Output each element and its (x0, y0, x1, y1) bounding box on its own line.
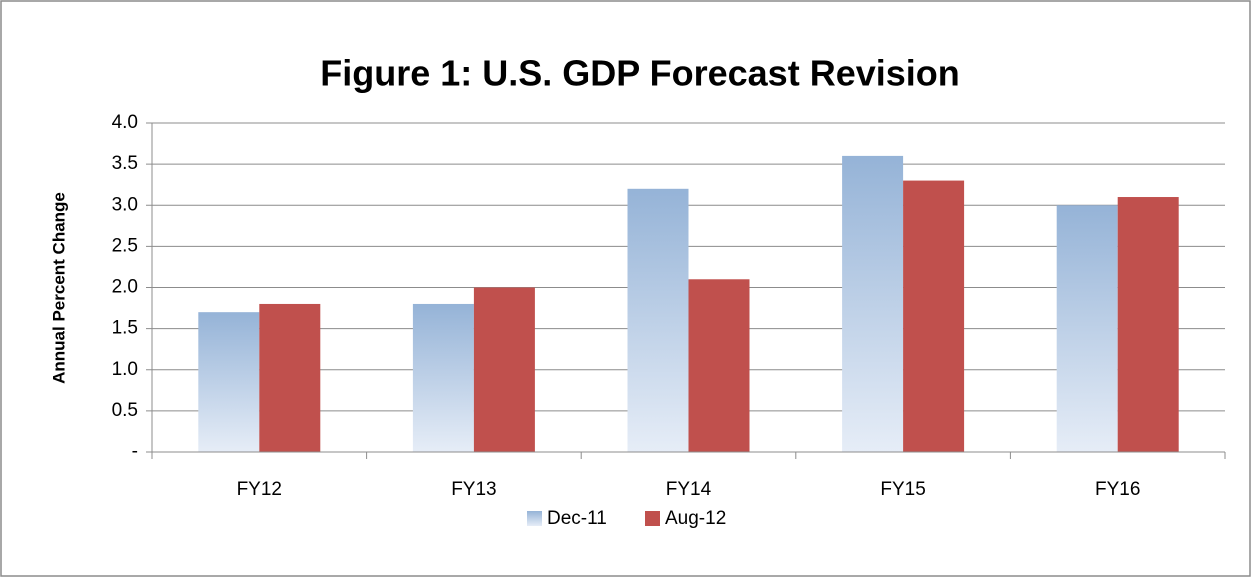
y-axis-label: Annual Percent Change (49, 192, 68, 384)
x-tick-label: FY16 (1095, 479, 1140, 500)
y-tick-label: 2.5 (112, 235, 138, 256)
bar (198, 312, 260, 452)
y-tick-label: 3.0 (112, 194, 138, 215)
bar (1117, 197, 1179, 452)
legend-label: Dec-11 (547, 508, 607, 529)
x-tick-label: FY12 (237, 479, 282, 500)
bar (1056, 205, 1118, 452)
x-tick-label: FY14 (666, 479, 712, 500)
y-tick-label: 4.0 (112, 112, 138, 133)
chart-title: Figure 1: U.S. GDP Forecast Revision (320, 53, 960, 94)
legend-label: Aug-12 (665, 508, 726, 529)
x-tick-label: FY13 (451, 479, 496, 500)
bar (473, 287, 535, 452)
y-tick-label: 0.5 (112, 400, 138, 421)
bar (412, 303, 474, 452)
x-tick-label: FY15 (880, 479, 925, 500)
bar (903, 180, 965, 452)
y-tick-label: 1.5 (112, 318, 138, 339)
bar (627, 188, 689, 453)
legend-swatch (527, 511, 542, 526)
y-tick-label: 3.5 (112, 153, 138, 174)
legend-swatch (645, 511, 660, 526)
bar (688, 279, 750, 452)
bar (259, 303, 321, 452)
y-tick-label: - (132, 441, 138, 462)
y-tick-label: 1.0 (112, 359, 138, 380)
bar (842, 155, 904, 452)
y-tick-label: 2.0 (112, 277, 138, 298)
